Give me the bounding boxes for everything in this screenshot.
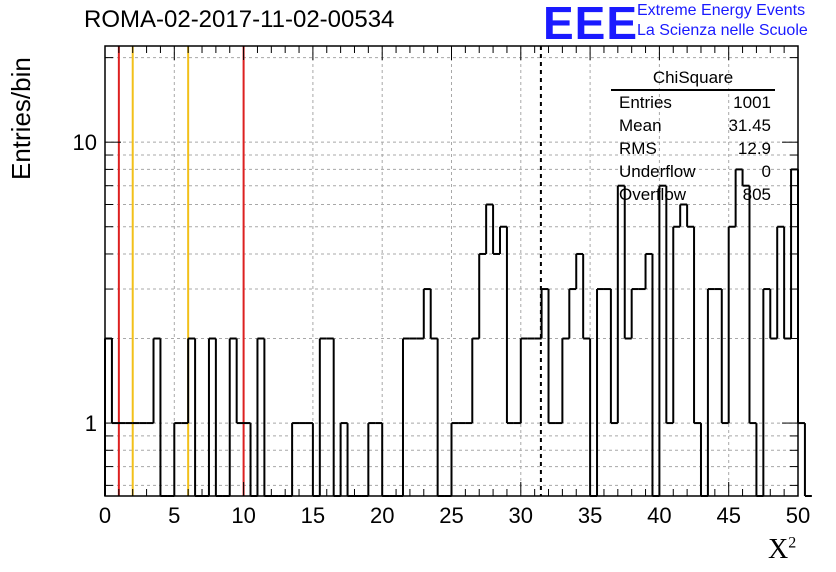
stats-key: Overflow: [619, 185, 687, 204]
stats-row-mean: Mean 31.45: [611, 114, 777, 137]
y-tick-label: 10: [73, 130, 97, 155]
plot-title: ROMA-02-2017-11-02-00534: [84, 6, 395, 33]
x-tick-label: 20: [370, 503, 394, 528]
eee-logo-mark: EEE: [543, 0, 639, 49]
x-tick-label: 35: [578, 503, 602, 528]
x-tick-label: 40: [647, 503, 671, 528]
stats-value: 31.45: [728, 116, 771, 135]
stats-key: RMS: [619, 139, 657, 158]
stats-key: Underflow: [619, 162, 696, 181]
x-tick-label: 0: [99, 503, 111, 528]
x-tick-label: 45: [716, 503, 740, 528]
stats-row-rms: RMS 12.9: [611, 137, 777, 160]
stats-value: 1001: [733, 93, 771, 112]
logo-tagline-1: Extreme Energy Events: [637, 2, 806, 19]
stats-value: 0: [761, 162, 771, 181]
stats-row-underflow: Underflow 0: [611, 160, 777, 183]
x-tick-label: 30: [509, 503, 533, 528]
x-tick-label: 15: [301, 503, 325, 528]
stats-row-entries: Entries 1001: [611, 91, 777, 114]
x-tick-label: 10: [231, 503, 255, 528]
stats-value: 12.9: [737, 139, 771, 158]
stats-value: 805: [742, 185, 771, 204]
x-tick-label: 25: [439, 503, 463, 528]
logo-tagline-2: La Scienza nelle Scuole: [637, 22, 808, 39]
stats-key: Entries: [619, 93, 672, 112]
x-axis-label: X2: [768, 534, 797, 565]
stats-key: Mean: [619, 116, 662, 135]
y-tick-label: 1: [85, 411, 97, 436]
x-tick-label: 5: [168, 503, 180, 528]
stats-title: ChiSquare: [611, 66, 775, 91]
stats-box: ChiSquare Entries 1001 Mean 31.45 RMS 12…: [611, 66, 777, 206]
x-tick-label: 50: [786, 503, 810, 528]
stats-row-overflow: Overflow 805: [611, 183, 777, 206]
eee-logo: EEE Extreme Energy Events La Scienza nel…: [543, 0, 833, 46]
